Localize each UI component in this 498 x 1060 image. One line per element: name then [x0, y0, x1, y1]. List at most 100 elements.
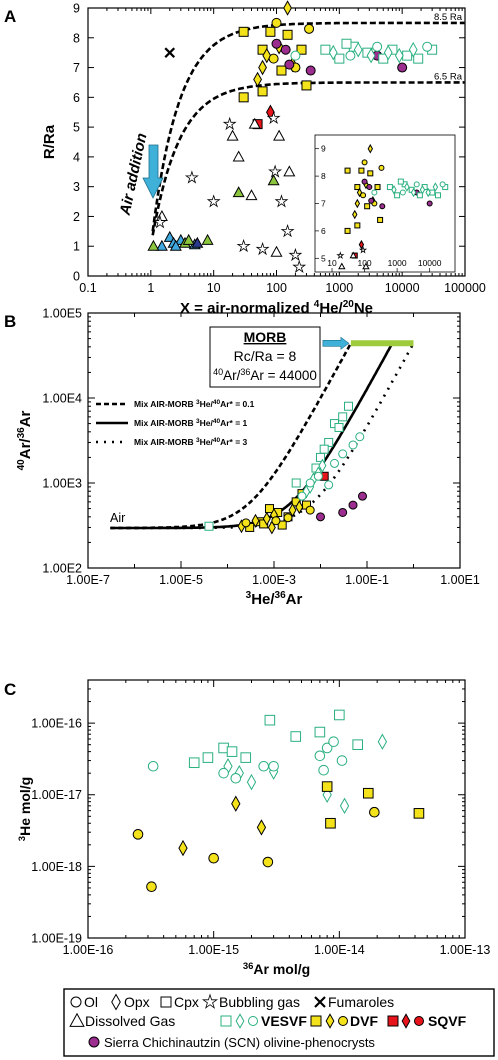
data-point-b [334, 422, 344, 432]
data-point-a [280, 44, 291, 55]
data-point-c [264, 714, 276, 726]
data-point-a [232, 150, 245, 162]
data-point-b [305, 505, 315, 515]
data-point-c [256, 819, 267, 836]
chart-a: A 0.1 1 10 100 1000 10000 100000 0 1 2 3 4 5 6 7 8 9 R/Ra X… [4, 0, 486, 317]
y-tick-label-a: 7 [73, 61, 80, 75]
data-point-a [265, 26, 276, 37]
data-point-c [377, 733, 388, 750]
inset-x-tick-label: 100 [357, 258, 371, 268]
data-point-b [271, 516, 281, 526]
data-point-b [357, 491, 367, 501]
data-point-c [230, 772, 242, 784]
x-tick-label-c: 1.00E-15 [188, 943, 239, 957]
y-tick-label-a: 5 [73, 121, 80, 135]
inset-data-point [432, 182, 439, 192]
inset-data-point [419, 185, 426, 195]
data-point-a [282, 29, 293, 40]
air-addition-arrow [142, 144, 164, 199]
inset-a: 10 100 1000 10000 5 6 7 8 9 [314, 134, 456, 273]
data-point-a [334, 53, 345, 64]
inset-data-point [360, 192, 367, 199]
legend-fumaroles-label: Fumaroles [328, 994, 394, 1010]
y-tick-label-a: 2 [73, 210, 80, 224]
inset-data-point [366, 184, 373, 191]
data-point-a [288, 247, 303, 262]
series-a-green-triangle [147, 174, 280, 251]
data-point-a [184, 170, 199, 184]
inset-data-point [358, 167, 365, 174]
x-tick-label-c: 1.00E-16 [63, 943, 114, 957]
legend-bubbling-icon [201, 993, 219, 1009]
inset-data-point [354, 198, 361, 209]
chart-b: B 1.00E-7 1.00E-5 1.00E-3 1.00E-1 1.00E1 1.00E… [4, 307, 480, 609]
legend-opx-icon [111, 993, 121, 1011]
inset-data-point [349, 251, 358, 259]
data-point-c [328, 736, 339, 748]
x-tick-label-a: 10000 [385, 281, 420, 295]
y-tick-label-a: 0 [73, 270, 80, 284]
morb-ar-ratio: 40Ar/36Ar = 44000 [213, 367, 317, 383]
legend-dissolved-icon [69, 1012, 85, 1027]
legend-scn-icon [88, 1036, 100, 1048]
data-point-a [353, 41, 363, 58]
series-a-navy-triangle [191, 236, 204, 248]
series-c-vesvf-square [188, 709, 363, 769]
data-point-c [258, 760, 269, 772]
data-point-a [280, 223, 295, 238]
data-point-a [268, 53, 279, 64]
inset-y-tick-label: 9 [321, 144, 326, 154]
data-point-a [163, 230, 176, 242]
data-point-a [155, 239, 168, 251]
data-point-c [208, 852, 219, 864]
inset-data-point [352, 209, 358, 220]
data-point-c [314, 750, 326, 762]
data-point-c [178, 839, 188, 857]
data-point-a [238, 26, 249, 37]
data-point-a [201, 233, 214, 245]
data-point-a [258, 59, 267, 76]
inset-x-tick-label: 10000 [418, 258, 442, 268]
inset-data-point [371, 189, 378, 196]
legend-dissolved-label: Dissolved Gas [85, 1013, 175, 1029]
data-point-a [153, 215, 167, 229]
data-point-c [336, 755, 348, 766]
x-axis-label-c: 36Ar mol/g [243, 961, 310, 977]
legend-opx-label: Opx [124, 994, 150, 1010]
series-c-dvf-square [321, 781, 425, 829]
data-point-a [164, 47, 176, 58]
data-point-b [241, 518, 251, 528]
legend-sqvf-square [387, 1015, 399, 1027]
data-point-a [408, 41, 418, 58]
series-a-vesvf-diamond [328, 41, 418, 64]
data-point-c [369, 806, 380, 818]
data-point-b [348, 500, 358, 510]
inset-data-point [361, 159, 368, 166]
mixing-legend-label: Mix AIR-MORB 3He/40Ar* = 0.1 [134, 399, 255, 409]
inset-data-point [404, 182, 410, 192]
data-point-a [182, 233, 195, 245]
series-a-scn-circle [271, 38, 408, 76]
legend-cpx-label: Cpx [174, 994, 199, 1010]
panel-label-c: C [4, 680, 16, 699]
y-tick-label-c: 1.00E-16 [31, 717, 82, 731]
air-label: Air [110, 511, 125, 525]
data-point-c [146, 881, 157, 893]
series-b-vesvf-circle [297, 432, 365, 501]
data-point-a [236, 238, 251, 253]
series-a-dvf-square [238, 26, 312, 103]
data-point-c [290, 731, 302, 742]
inset-data-point [367, 143, 374, 154]
x-tick-label-a: 100 [266, 281, 287, 295]
data-point-a [397, 62, 408, 73]
data-point-b [295, 500, 304, 515]
inset-data-point [413, 181, 420, 188]
morb-arrow [322, 336, 350, 350]
inset-data-point [377, 216, 384, 223]
series-a-vesvf-circle [290, 41, 433, 61]
data-point-c [231, 795, 241, 812]
data-point-b [324, 480, 334, 490]
mixing-line-b [110, 342, 394, 530]
y-tick-label-a: 1 [73, 240, 80, 254]
